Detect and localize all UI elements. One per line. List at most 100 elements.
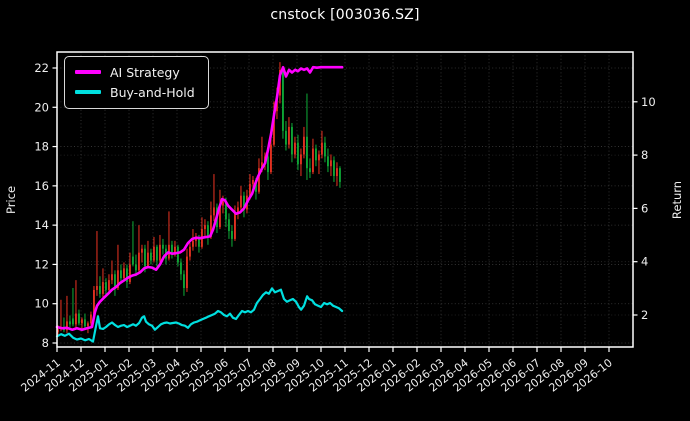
candle-body-down bbox=[99, 286, 101, 294]
price-tick-label: 16 bbox=[34, 179, 49, 193]
legend: AI Strategy Buy-and-Hold bbox=[64, 56, 209, 109]
return-tick-label: 2 bbox=[641, 308, 648, 322]
candle-body-down bbox=[207, 225, 209, 237]
candle-body-down bbox=[315, 148, 317, 161]
candle-body-up bbox=[294, 142, 296, 155]
candle-body-up bbox=[174, 246, 176, 255]
buy-and-hold-label: Buy-and-Hold bbox=[110, 84, 195, 100]
candle-body-down bbox=[282, 69, 284, 131]
candle-body-up bbox=[117, 270, 119, 288]
candle-body-up bbox=[81, 319, 83, 324]
candle-body-up bbox=[123, 268, 125, 279]
ai-strategy-line bbox=[55, 65, 344, 332]
candle-body-up bbox=[108, 280, 110, 290]
candle-body-up bbox=[237, 207, 239, 214]
candle-body-down bbox=[297, 142, 299, 165]
candle-body-up bbox=[213, 207, 215, 216]
candle-body-down bbox=[228, 219, 230, 232]
legend-item-buy-and-hold: Buy-and-Hold bbox=[75, 82, 195, 102]
candle-body-down bbox=[69, 321, 71, 325]
candle-body-up bbox=[219, 205, 221, 228]
candle-body-down bbox=[114, 274, 116, 288]
candle-body-down bbox=[291, 126, 293, 155]
candle-body-up bbox=[234, 213, 236, 239]
candle-body-down bbox=[162, 244, 164, 249]
ai-strategy-line-swatch bbox=[75, 70, 101, 74]
candle-body-up bbox=[129, 264, 131, 283]
candle-body-down bbox=[255, 179, 257, 192]
price-axis-label: Price bbox=[4, 185, 18, 215]
return-tick-label: 4 bbox=[641, 255, 648, 269]
candle-body-down bbox=[180, 262, 182, 275]
return-tick-label: 10 bbox=[641, 95, 656, 109]
candle-body-down bbox=[84, 319, 86, 327]
ai-strategy-label: AI Strategy bbox=[110, 64, 180, 80]
candle-body-down bbox=[171, 244, 173, 255]
candle-body-down bbox=[285, 130, 287, 145]
candle-body-up bbox=[336, 168, 338, 177]
candle-body-up bbox=[138, 252, 140, 271]
candle-body-up bbox=[66, 321, 68, 331]
candle-body-down bbox=[177, 246, 179, 263]
candle-body-up bbox=[189, 246, 191, 257]
candle-body-down bbox=[339, 168, 341, 182]
candle-body-up bbox=[300, 154, 302, 165]
candle-body-up bbox=[312, 148, 314, 173]
candle-body-up bbox=[96, 286, 98, 290]
candle-body-up bbox=[141, 248, 143, 253]
return-tick-label: 8 bbox=[641, 148, 648, 162]
buy-and-hold-line bbox=[55, 287, 344, 343]
candle-body-up bbox=[261, 162, 263, 169]
candle-body-up bbox=[111, 274, 113, 281]
candle-body-up bbox=[204, 225, 206, 230]
candle-body-up bbox=[87, 323, 89, 327]
candle-body-down bbox=[327, 156, 329, 167]
candle-body-down bbox=[183, 274, 185, 288]
candle-body-down bbox=[309, 168, 311, 173]
candle-body-down bbox=[306, 136, 308, 169]
price-tick-label: 20 bbox=[34, 100, 49, 114]
price-tick-label: 18 bbox=[34, 140, 49, 154]
candle-body-down bbox=[135, 264, 137, 271]
candle-body-up bbox=[159, 244, 161, 261]
candle-body-down bbox=[333, 160, 335, 177]
candle-body-up bbox=[270, 144, 272, 173]
candle-body-up bbox=[318, 154, 320, 161]
candle-body-up bbox=[192, 240, 194, 247]
candle-body-up bbox=[330, 160, 332, 167]
candle-body-up bbox=[75, 313, 77, 325]
candle-body-up bbox=[147, 252, 149, 267]
candle-body-down bbox=[144, 248, 146, 267]
candle-body-up bbox=[321, 142, 323, 155]
candle-body-down bbox=[132, 256, 134, 265]
candle-body-up bbox=[153, 246, 155, 261]
candle-body-up bbox=[249, 183, 251, 196]
price-tick-label: 10 bbox=[34, 297, 49, 311]
candle-body-down bbox=[105, 282, 107, 290]
price-tick-label: 8 bbox=[42, 336, 49, 350]
candle-body-up bbox=[222, 201, 224, 206]
return-tick-label: 6 bbox=[641, 201, 648, 215]
candle-body-up bbox=[186, 256, 188, 288]
candle-body-down bbox=[126, 268, 128, 283]
candle-body-down bbox=[120, 270, 122, 279]
buy-and-hold-line-swatch bbox=[75, 90, 101, 94]
candle-body-down bbox=[225, 201, 227, 220]
chart-title: cnstock [003036.SZ] bbox=[270, 7, 420, 23]
price-tick-label: 12 bbox=[34, 257, 49, 271]
candle-body-up bbox=[273, 111, 275, 145]
candle-body-down bbox=[267, 156, 269, 173]
candle-body-up bbox=[252, 179, 254, 184]
candle-body-up bbox=[210, 215, 212, 237]
candle-body-down bbox=[198, 236, 200, 247]
candle-body-down bbox=[324, 142, 326, 157]
price-tick-label: 14 bbox=[34, 218, 49, 232]
candle-body-up bbox=[288, 126, 290, 145]
candle-body-up bbox=[102, 282, 104, 294]
candle-body-down bbox=[243, 195, 245, 210]
candle-body-up bbox=[258, 168, 260, 192]
candle-body-up bbox=[303, 136, 305, 155]
return-axis-label: Return bbox=[670, 180, 684, 220]
